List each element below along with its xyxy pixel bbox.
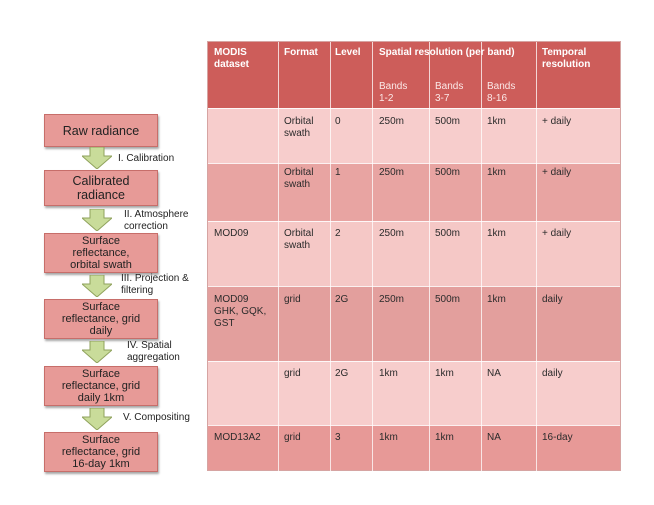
column-divider [536, 42, 537, 472]
row-divider [208, 108, 620, 109]
cell-bands-8-16: NA [487, 368, 501, 379]
table-row [208, 425, 620, 470]
column-divider [429, 42, 430, 472]
cell-bands-3-7: 500m [435, 167, 461, 178]
down-arrow-icon [82, 408, 112, 430]
cell-temporal: + daily [542, 167, 572, 178]
down-arrow-icon [82, 147, 112, 169]
cell-level: 3 [335, 432, 341, 443]
cell-bands-1-2: 250m [379, 228, 405, 239]
table-header [208, 42, 620, 108]
cell-bands-1-2: 250m [379, 167, 405, 178]
subheader-bands-1-2: Bands 1-2 [379, 81, 408, 104]
table-row [208, 221, 620, 286]
row-divider [208, 163, 620, 164]
flow-box-surface-reflectance-16day-1km: Surface reflectance, grid 16-day 1km [44, 432, 158, 472]
cell-bands-1-2: 1km [379, 432, 398, 443]
cell-level: 0 [335, 116, 341, 127]
cell-bands-1-2: 250m [379, 294, 405, 305]
cell-bands-8-16: 1km [487, 228, 506, 239]
column-header-spatial-resolution: Spatial resolution (per band) [379, 47, 515, 58]
table-row [208, 286, 620, 361]
cell-format: grid [284, 368, 301, 379]
row-divider [208, 361, 620, 362]
subheader-bands-8-16: Bands 8-16 [487, 81, 516, 104]
cell-bands-1-2: 250m [379, 116, 405, 127]
cell-temporal: 16-day [542, 432, 573, 443]
column-header-format: Format [284, 47, 318, 58]
cell-temporal: + daily [542, 228, 572, 239]
cell-dataset: MOD13A2 [214, 432, 261, 443]
table-row [208, 108, 620, 163]
cell-bands-8-16: 1km [487, 116, 506, 127]
down-arrow-icon [82, 341, 112, 363]
down-arrow-icon [82, 209, 112, 231]
column-header-temporal-resolution: Temporal resolution [542, 47, 591, 70]
step-label-spatial-aggregation: IV. Spatial aggregation [127, 340, 180, 363]
cell-level: 2G [335, 294, 349, 305]
column-divider [278, 42, 279, 472]
row-divider [208, 425, 620, 426]
cell-bands-1-2: 1km [379, 368, 398, 379]
cell-format: grid [284, 432, 301, 443]
column-header-dataset: MODIS dataset [214, 47, 250, 70]
modis-datasets-table: MODIS dataset Format Level Spatial resol… [207, 41, 621, 472]
step-label-projection-filtering: III. Projection & filtering [121, 273, 189, 296]
cell-level: 1 [335, 167, 341, 178]
step-label-compositing: V. Compositing [123, 412, 190, 423]
cell-bands-8-16: NA [487, 432, 501, 443]
cell-dataset: MOD09 GHK, GQK, GST [214, 294, 267, 329]
column-divider [481, 42, 482, 472]
cell-temporal: + daily [542, 116, 572, 127]
flow-box-line: Raw radiance [62, 123, 140, 138]
cell-level: 2G [335, 368, 349, 379]
column-header-level: Level [335, 47, 361, 58]
cell-bands-3-7: 1km [435, 368, 454, 379]
cell-format: Orbital swath [284, 167, 314, 190]
cell-temporal: daily [542, 368, 563, 379]
subheader-bands-3-7: Bands 3-7 [435, 81, 464, 104]
table-row [208, 163, 620, 221]
flow-box-surface-reflectance-orbital: Surface reflectance, orbital swath [44, 233, 158, 273]
column-divider [372, 42, 373, 472]
down-arrow-icon [82, 275, 112, 297]
cell-dataset: MOD09 [214, 228, 249, 239]
cell-bands-8-16: 1km [487, 167, 506, 178]
cell-bands-3-7: 500m [435, 116, 461, 127]
cell-bands-8-16: 1km [487, 294, 506, 305]
row-divider [208, 286, 620, 287]
cell-bands-3-7: 500m [435, 294, 461, 305]
cell-level: 2 [335, 228, 341, 239]
column-divider [330, 42, 331, 472]
step-label-calibration: I. Calibration [118, 153, 175, 164]
flow-box-raw-radiance: Raw radiance [44, 114, 158, 147]
cell-bands-3-7: 1km [435, 432, 454, 443]
cell-format: Orbital swath [284, 228, 314, 251]
cell-temporal: daily [542, 294, 563, 305]
step-label-atmosphere-correction: II. Atmosphere correction [124, 209, 189, 232]
flow-box-calibrated-radiance: Calibrated radiance [44, 170, 158, 206]
cell-format: grid [284, 294, 301, 305]
flow-box-surface-reflectance-daily: Surface reflectance, grid daily [44, 299, 158, 339]
row-divider [208, 221, 620, 222]
cell-bands-3-7: 500m [435, 228, 461, 239]
cell-format: Orbital swath [284, 116, 314, 139]
flow-box-surface-reflectance-daily-1km: Surface reflectance, grid daily 1km [44, 366, 158, 406]
table-row [208, 361, 620, 425]
